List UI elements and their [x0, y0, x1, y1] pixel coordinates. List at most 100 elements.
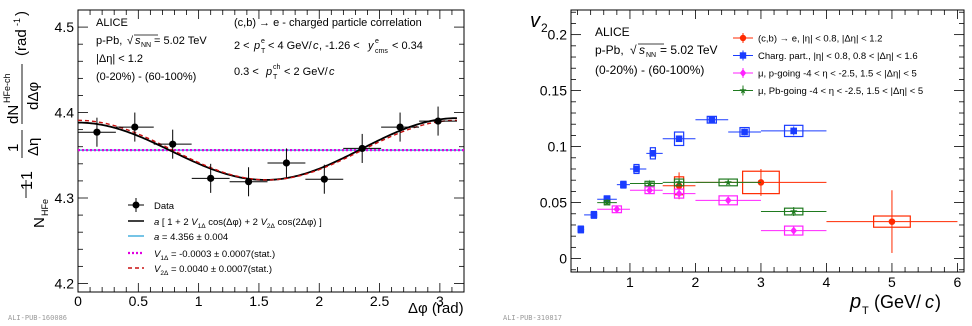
right-tick-labels: 1 2 3 4 5 6 0 0.05 0.1 0.15 0.2 [540, 27, 962, 290]
svg-text:1: 1 [19, 171, 36, 180]
legend-label: μ, Pb-going -4 < η < -2.5, 1.5 < |Δη| < … [758, 86, 923, 97]
legend-label: μ, p-going -4 < η < -2.5, 1.5 < |Δη| < 5 [758, 69, 917, 80]
data-point [584, 210, 598, 219]
data-point [760, 207, 827, 217]
legend-item-v1: V1Δ = -0.0003 ± 0.0007(stat.) [128, 249, 275, 262]
data-point [646, 147, 663, 160]
legend-item-fit: a [ 1 + 2 V1Δ cos(Δφ) + 2 V2Δ cos(2Δφ) ] [128, 217, 322, 230]
x-tick-label: 1 [195, 293, 203, 309]
y-tick-label: 0.15 [540, 83, 567, 99]
svg-text:p: p [849, 291, 861, 313]
svg-text:HFe: HFe [40, 199, 50, 216]
data-point [616, 180, 630, 189]
left-annot-system: p-Pb, √ s NN = 5.02 TeV [96, 34, 207, 49]
right-axis-ticks [571, 10, 964, 272]
y-tick-label: 4.3 [55, 190, 75, 206]
svg-text:√: √ [127, 35, 134, 47]
svg-text:2 <: 2 < [234, 40, 250, 52]
x-tick-label: 0.5 [129, 293, 149, 309]
svg-text:c: c [313, 40, 319, 52]
svg-text:dN: dN [5, 105, 22, 124]
left-v2-curve [78, 119, 457, 181]
svg-text:s: s [639, 43, 645, 57]
data-point [191, 163, 230, 193]
data-point [419, 106, 458, 136]
svg-text:2: 2 [541, 21, 548, 35]
data-point [629, 179, 663, 187]
right-plot-frame [570, 9, 965, 273]
x-tick-label: 0 [74, 293, 82, 309]
data-point [629, 186, 663, 195]
data-point [662, 131, 696, 147]
right-data-points [577, 115, 958, 253]
data-point [760, 124, 827, 138]
data-point [662, 188, 696, 199]
left-annotations: ALICE p-Pb, √ s NN = 5.02 TeV |Δη| < 1.2… [96, 17, 423, 83]
left-annot-centrality: (0-20%) - (60-100%) [96, 71, 196, 83]
svg-text:V2Δ = 0.0040 ± 0.0007(stat.): V2Δ = 0.0040 ± 0.0007(stat.) [154, 264, 272, 277]
svg-text:NN: NN [141, 42, 151, 49]
data-point [597, 198, 617, 206]
svg-text:p-Pb,: p-Pb, [96, 35, 122, 47]
left-annot-deta: |Δη| < 1.2 [96, 53, 143, 65]
svg-text:dΔφ: dΔφ [25, 82, 42, 110]
svg-text:y: y [367, 40, 375, 52]
svg-text:a [ 1 + 2 V1Δ cos(Δφ) + 2 V2Δ: a [ 1 + 2 V1Δ cos(Δφ) + 2 V2Δ cos(2Δφ) ] [154, 217, 322, 230]
x-tick-label: 4 [823, 274, 831, 290]
left-legend: Data a [ 1 + 2 V1Δ cos(Δφ) + 2 V2Δ cos(2… [128, 198, 322, 277]
y-tick-label: 4.5 [55, 19, 75, 35]
legend-item-a: a = 4.356 ± 0.004 [128, 232, 228, 243]
y-tick-label: 4.2 [55, 275, 75, 291]
right-annot-system: p-Pb, √ s NN = 5.02 TeV [595, 43, 718, 59]
data-point [267, 148, 306, 178]
x-tick-label: 2 [315, 293, 323, 309]
data-point [728, 126, 761, 138]
left-fit-curve [78, 117, 457, 181]
left-data-points [78, 106, 458, 197]
data-point [115, 112, 154, 142]
svg-text:(rad: (rad [13, 29, 30, 56]
y-tick-label: 0 [559, 251, 567, 267]
left-annot-alice: ALICE [96, 17, 128, 29]
svg-text:p: p [253, 40, 260, 52]
data-point [229, 167, 268, 197]
y-tick-label: 0.05 [540, 195, 567, 211]
svg-text:√: √ [630, 43, 637, 57]
svg-text:< 0.34: < 0.34 [392, 40, 423, 52]
legend-item: (c,b) → e, |η| < 0.8, |Δη| < 1.2 [733, 33, 882, 45]
x-tick-label: 6 [954, 274, 962, 290]
x-tick-label: 2 [692, 274, 700, 290]
data-point [662, 178, 696, 187]
svg-text:0.3 <: 0.3 < [234, 66, 259, 78]
data-point [381, 112, 420, 142]
svg-text:e: e [375, 38, 379, 45]
data-point [695, 178, 761, 187]
svg-text:): ) [935, 292, 941, 312]
svg-text:T: T [273, 74, 278, 81]
data-point [760, 225, 827, 236]
svg-text:p: p [265, 66, 272, 78]
svg-text:1: 1 [19, 181, 36, 190]
x-tick-label: 1.5 [249, 293, 269, 309]
x-tick-label: 2.5 [370, 293, 390, 309]
legend-item-v2: V2Δ = 0.0040 ± 0.0007(stat.) [128, 264, 272, 277]
svg-text:T: T [261, 48, 266, 55]
left-annot-electron-cuts: 2 < p T e < 4 GeV/ c , -1.26 < y e cms <… [234, 38, 423, 55]
left-axis-ticks [77, 9, 465, 292]
legend-label: (c,b) → e, |η| < 0.8, |Δη| < 1.2 [758, 34, 882, 45]
x-tick-label: 5 [888, 274, 896, 290]
svg-text:HFe-ch: HFe-ch [2, 73, 12, 103]
x-tick-label: 1 [626, 274, 634, 290]
right-annot-centrality: (0-20%) - (60-100%) [595, 63, 704, 77]
svg-text:-1: -1 [12, 18, 22, 26]
svg-text:e: e [261, 38, 265, 45]
x-tick-label: 3 [436, 293, 444, 309]
left-tick-labels: 0 0.5 1 1.5 2 2.5 3 4.2 4.3 4.4 4.5 [55, 19, 444, 309]
svg-text:c: c [329, 66, 335, 78]
svg-text:T: T [862, 305, 869, 317]
right-chart: 1 2 3 4 5 600.050.10.150.2 v 2 p T (GeV/ c ) … [503, 9, 965, 322]
legend-item: μ, Pb-going -4 < η < -2.5, 1.5 < |Δη| < … [733, 85, 923, 97]
svg-text:< 4 GeV/: < 4 GeV/ [268, 40, 313, 52]
svg-text:= 5.02 TeV: = 5.02 TeV [660, 43, 718, 57]
